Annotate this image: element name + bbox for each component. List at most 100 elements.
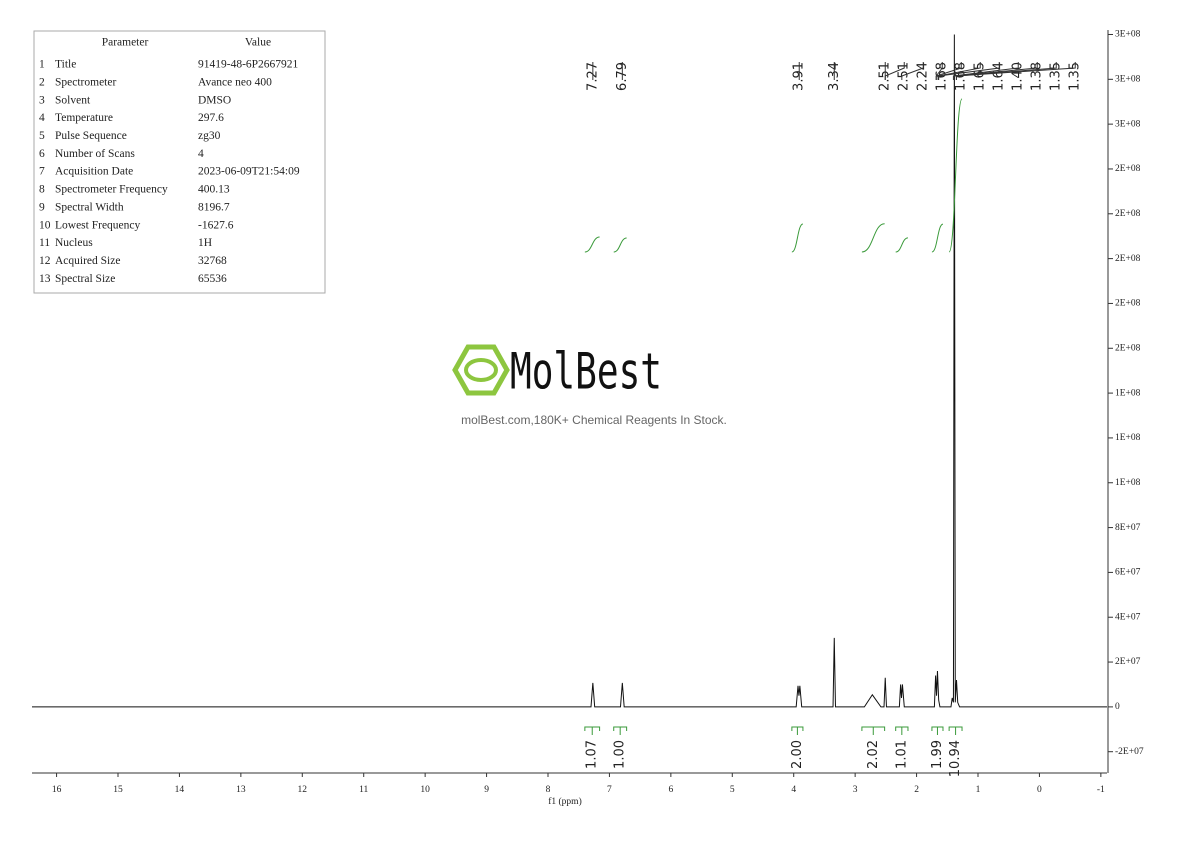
- table-cell: 65536: [198, 273, 227, 285]
- y-tick-label: 3E+08: [1115, 30, 1141, 40]
- y-tick-label: 2E+07: [1115, 657, 1141, 667]
- table-cell: 32768: [198, 255, 227, 267]
- peak-leader: [952, 62, 1019, 80]
- table-cell: Number of Scans: [55, 148, 135, 160]
- integral-bracket: [613, 726, 628, 735]
- x-tick-label: 4: [791, 785, 796, 795]
- spectrum: [32, 34, 1107, 708]
- x-axis-title: f1 (ppm): [548, 796, 582, 807]
- x-tick-label: 2: [914, 785, 919, 795]
- table-cell: 3: [39, 94, 45, 106]
- integral-bracket: [861, 726, 886, 735]
- table-cell: Title: [55, 59, 76, 71]
- y-tick-label: 6E+07: [1115, 568, 1141, 578]
- table-cell: Temperature: [55, 112, 113, 124]
- table-cell: 8196.7: [198, 201, 230, 213]
- integral-label: 10.94: [948, 740, 963, 777]
- peak-label: 1.68: [935, 62, 950, 91]
- table-cell: 9: [39, 201, 45, 213]
- table-cell: 1H: [198, 237, 212, 249]
- peak-label: 1.65: [973, 62, 988, 91]
- table-cell: Solvent: [55, 94, 91, 106]
- table-cell: 2023-06-09T21:54:09: [198, 166, 300, 178]
- table-cell: Pulse Sequence: [55, 130, 127, 142]
- y-tick-label: 2E+08: [1115, 254, 1141, 264]
- x-tick-label: 11: [359, 785, 368, 795]
- integral-label: 1.01: [894, 740, 909, 769]
- table-cell: 91419-48-6P2667921: [198, 59, 299, 71]
- table-cell: Acquisition Date: [55, 166, 133, 178]
- integral-bracket: [948, 726, 963, 735]
- y-tick-label: 3E+08: [1115, 119, 1141, 129]
- integral-curve: [861, 223, 885, 253]
- peak-leader: [935, 62, 962, 80]
- integral-curve: [931, 223, 944, 253]
- table-cell: Acquired Size: [55, 255, 120, 267]
- y-tick-label: -2E+07: [1115, 747, 1144, 757]
- integral-bracket: [895, 726, 909, 735]
- x-tick-label: 5: [730, 785, 735, 795]
- x-tick-label: 0: [1037, 785, 1042, 795]
- peak-leader: [901, 62, 924, 80]
- x-tick-label: -1: [1097, 785, 1105, 795]
- x-tick-label: 1: [976, 785, 981, 795]
- peak-leader: [937, 62, 981, 80]
- peak-label: 1.35: [1068, 62, 1083, 91]
- integral-bracket: [584, 726, 601, 735]
- table-cell: 6: [39, 148, 45, 160]
- integral-bracket: [931, 726, 944, 735]
- table-cell: 13: [39, 273, 51, 285]
- table-cell: zg30: [198, 130, 221, 142]
- table-cell: 7: [39, 166, 45, 178]
- table-cell: 4: [39, 112, 45, 124]
- tagline: molBest.com,180K+ Chemical Reagents In S…: [461, 413, 727, 427]
- x-tick-label: 7: [607, 785, 612, 795]
- integral-curve: [895, 237, 909, 253]
- integral-label: 1.00: [613, 740, 628, 769]
- table-cell: -1627.6: [198, 219, 234, 231]
- x-tick-label: 9: [484, 785, 489, 795]
- peak-leader: [954, 62, 1038, 80]
- integral-curve: [948, 98, 963, 253]
- integral-label: 1.07: [585, 740, 600, 769]
- peak-leader: [938, 62, 1000, 80]
- table-header: Value: [245, 37, 271, 49]
- table-cell: Spectral Size: [55, 273, 115, 285]
- x-tick-label: 6: [668, 785, 673, 795]
- watermark: MolBest molBest.com,180K+ Chemical Reage…: [452, 343, 727, 427]
- table-cell: 2: [39, 76, 45, 88]
- integral-curve: [613, 237, 627, 253]
- table-cell: 1: [39, 59, 45, 71]
- x-tick-label: 14: [175, 785, 185, 795]
- integral-bracket: [791, 726, 804, 735]
- logo-ring: [464, 358, 498, 382]
- table-cell: Nucleus: [55, 237, 93, 249]
- y-tick-label: 4E+07: [1115, 612, 1141, 622]
- y-tick-label: 3E+08: [1115, 74, 1141, 84]
- table-cell: Spectral Width: [55, 201, 124, 213]
- y-tick-label: 8E+07: [1115, 523, 1141, 533]
- integral-label: 1.99: [930, 740, 945, 769]
- table-header: Parameter: [102, 37, 149, 49]
- y-tick-label: 1E+08: [1115, 433, 1141, 443]
- table-cell: 8: [39, 184, 45, 196]
- y-tick-label: 1E+08: [1115, 388, 1141, 398]
- table-cell: 297.6: [198, 112, 224, 124]
- table-cell: Spectrometer: [55, 76, 116, 88]
- x-tick-label: 13: [236, 785, 246, 795]
- x-tick-label: 8: [546, 785, 551, 795]
- y-tick-label: 2E+08: [1115, 343, 1141, 353]
- table-cell: 10: [39, 219, 51, 231]
- table-cell: DMSO: [198, 94, 231, 106]
- table-cell: Avance neo 400: [198, 76, 272, 88]
- x-tick-label: 10: [420, 785, 430, 795]
- peak-leader: [956, 62, 1076, 80]
- y-tick-label: 2E+08: [1115, 164, 1141, 174]
- table-cell: 12: [39, 255, 51, 267]
- table-cell: 400.13: [198, 184, 230, 196]
- integral-label: 2.02: [866, 740, 881, 769]
- table-cell: 4: [198, 148, 204, 160]
- x-tick-label: 12: [298, 785, 308, 795]
- table-cell: Lowest Frequency: [55, 219, 141, 231]
